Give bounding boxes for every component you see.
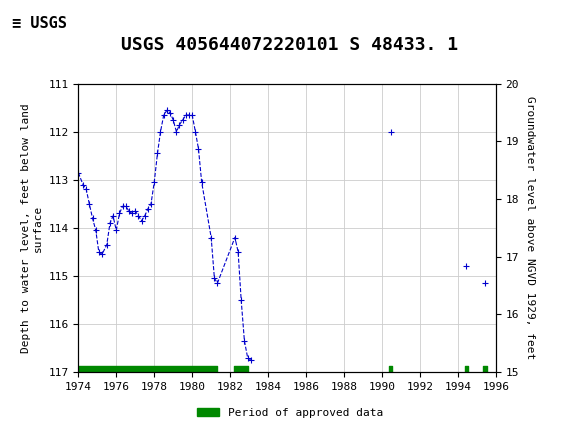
Legend: Period of approved data: Period of approved data: [193, 403, 387, 422]
FancyBboxPatch shape: [3, 4, 102, 43]
Y-axis label: Depth to water level, feet below land
surface: Depth to water level, feet below land su…: [21, 103, 43, 353]
Text: ≡ USGS: ≡ USGS: [3, 16, 67, 31]
Y-axis label: Groundwater level above NGVD 1929, feet: Groundwater level above NGVD 1929, feet: [525, 96, 535, 359]
Text: USGS 405644072220101 S 48433. 1: USGS 405644072220101 S 48433. 1: [121, 36, 459, 54]
